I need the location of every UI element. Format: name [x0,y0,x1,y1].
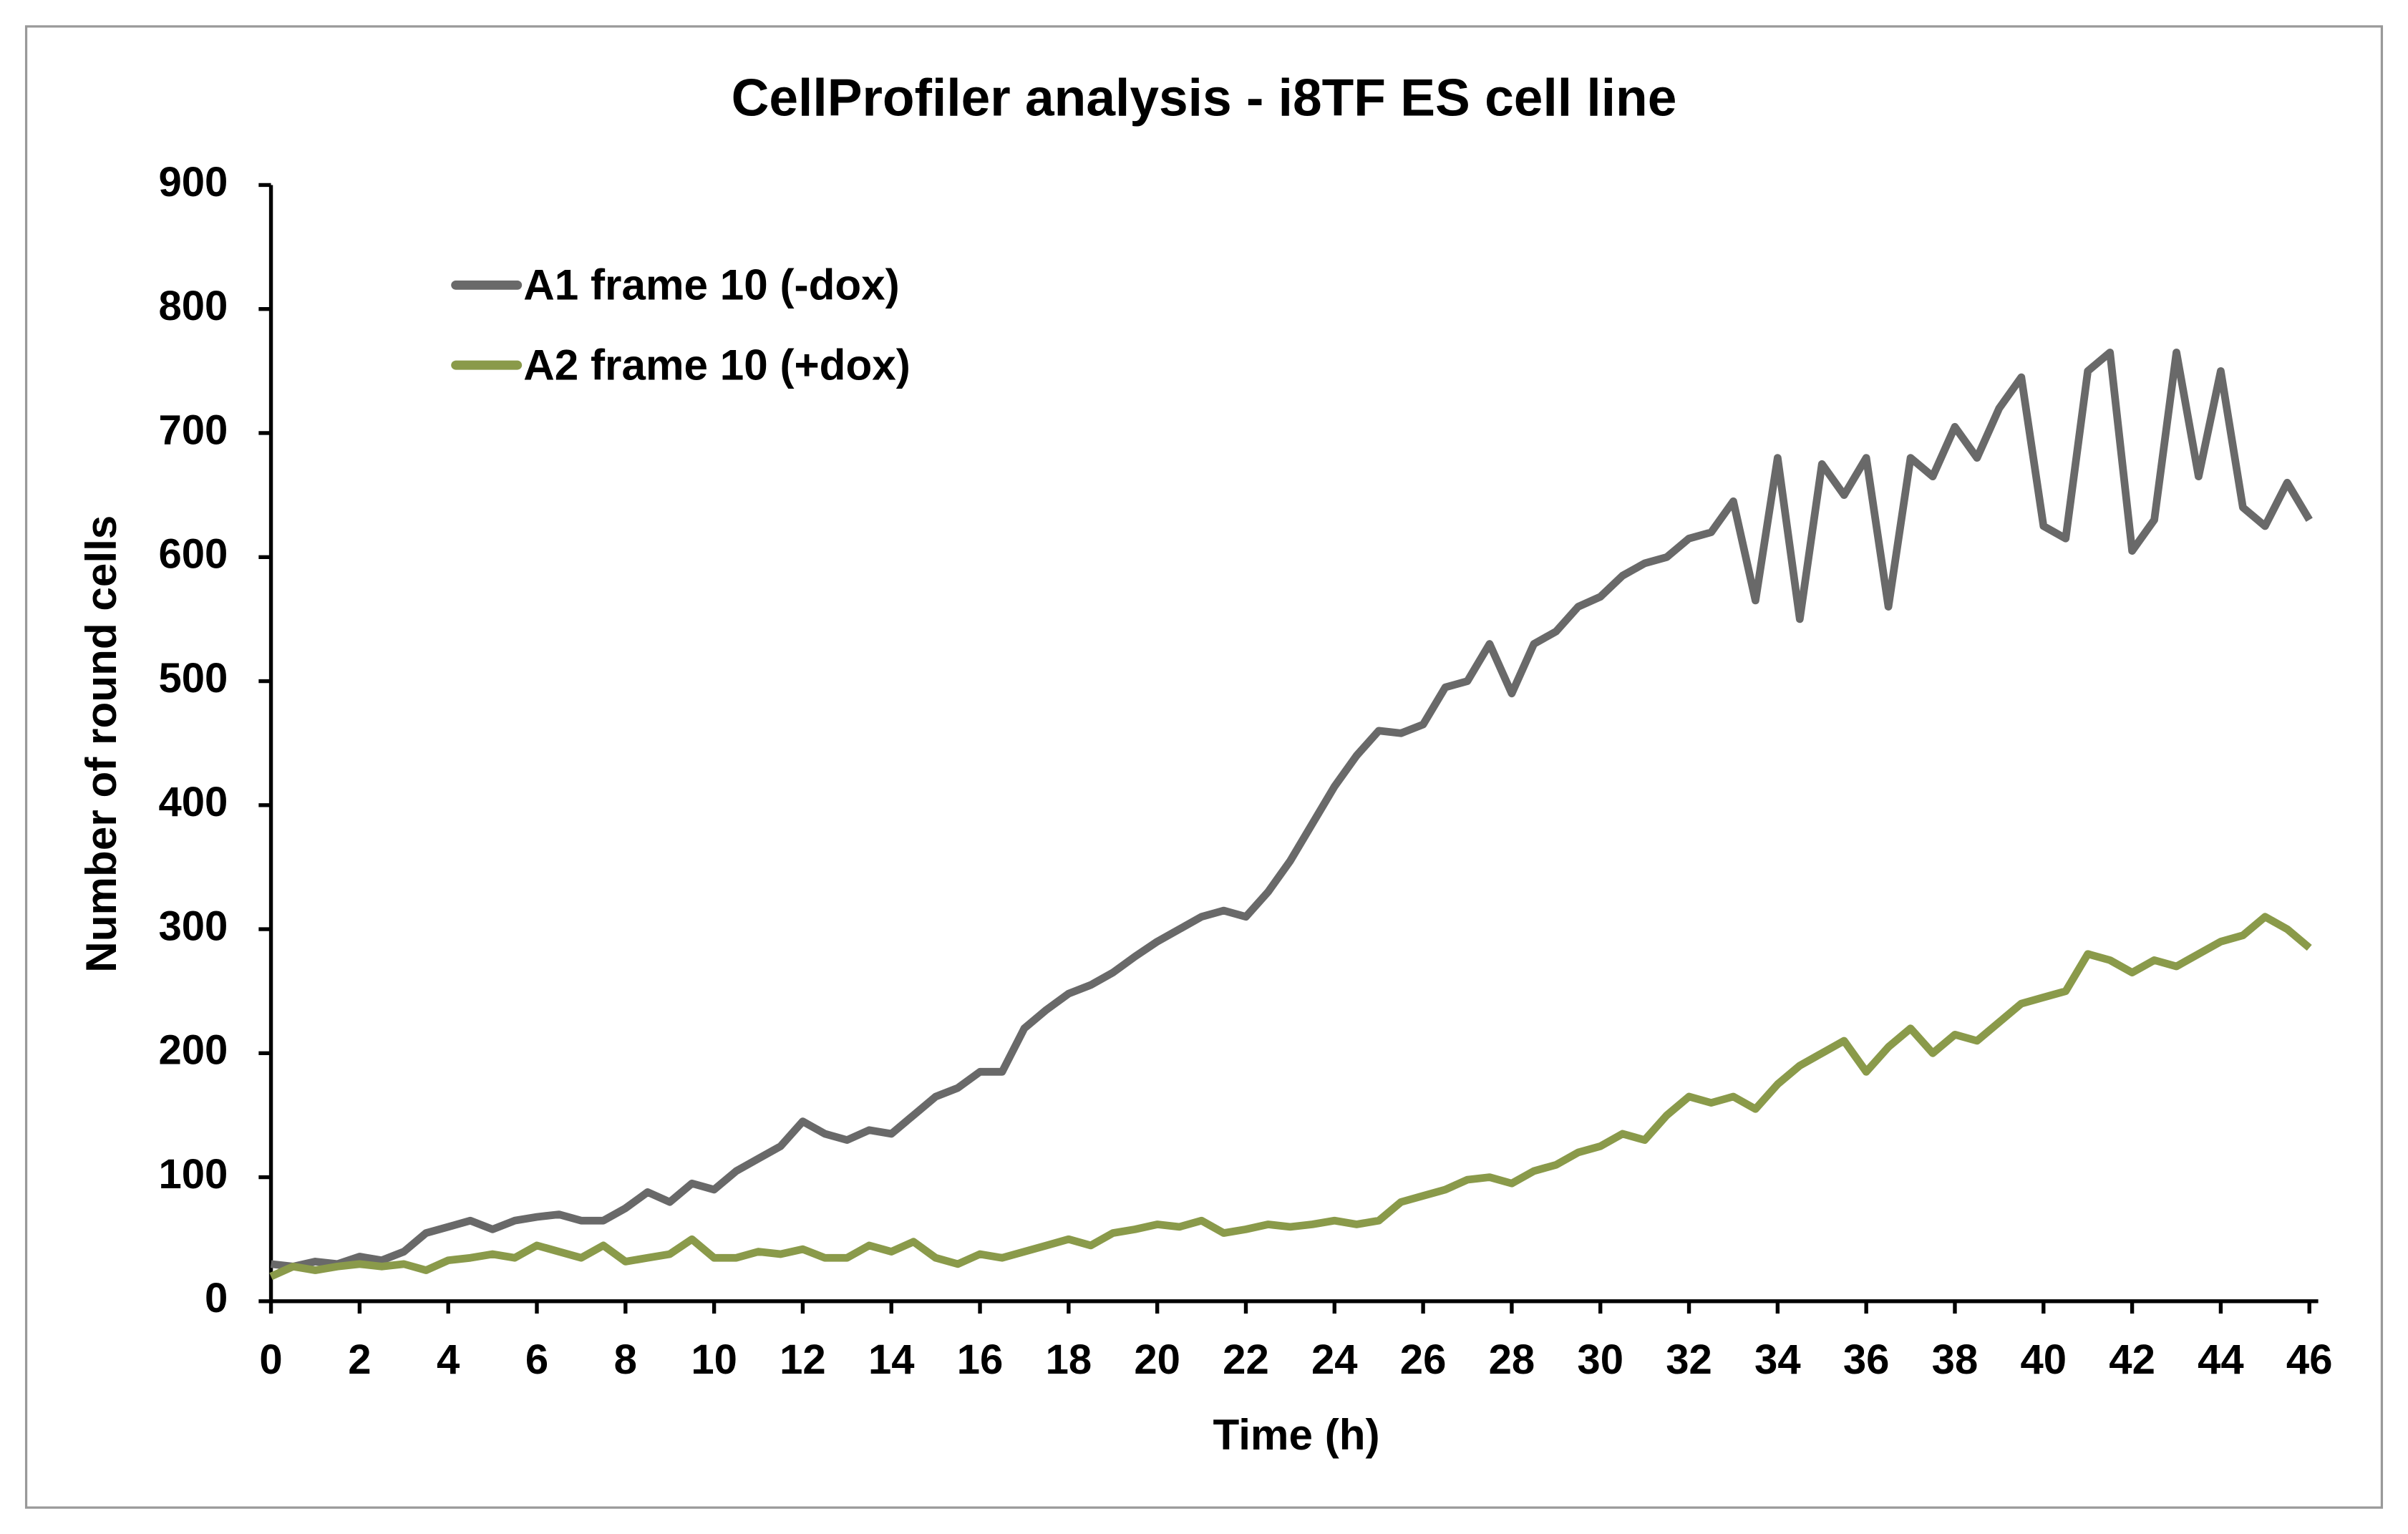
x-tick-label: 2 [348,1336,371,1383]
x-tick-label: 6 [525,1336,548,1383]
x-tick-label: 10 [691,1336,737,1383]
x-tick-label: 40 [2020,1336,2067,1383]
y-axis-label: Number of round cells [77,515,125,973]
y-tick-label: 700 [158,407,228,453]
x-tick-label: 4 [437,1336,460,1383]
series-line [269,913,2312,1281]
legend-label: A1 frame 10 (-dox) [523,260,899,309]
x-tick-label: 8 [614,1336,637,1383]
y-tick-label: 100 [158,1151,228,1198]
x-tick-label: 46 [2286,1336,2333,1383]
y-tick-label: 0 [205,1275,228,1321]
x-tick-label: 44 [2198,1336,2244,1383]
x-axis-label: Time (h) [1213,1410,1380,1459]
y-tick-label: 500 [158,655,228,702]
y-tick-label: 600 [158,531,228,578]
x-tick-label: 28 [1489,1336,1535,1383]
y-tick-label: 800 [158,283,228,329]
x-tick-label: 36 [1843,1336,1890,1383]
x-tick-label: 18 [1046,1336,1092,1383]
x-tick-label: 22 [1223,1336,1269,1383]
x-tick-label: 32 [1666,1336,1712,1383]
y-tick-label: 900 [158,159,228,205]
x-tick-label: 0 [259,1336,282,1383]
chart-title: CellProfiler analysis - i8TF ES cell lin… [732,69,1677,127]
x-tick-label: 20 [1134,1336,1180,1383]
x-tick-label: 42 [2109,1336,2155,1383]
x-tick-label: 12 [780,1336,826,1383]
x-tick-label: 24 [1311,1336,1358,1383]
x-tick-label: 34 [1754,1336,1801,1383]
series-line [270,348,2313,1271]
y-tick-label: 300 [158,903,228,949]
x-tick-label: 16 [957,1336,1004,1383]
x-tick-label: 26 [1400,1336,1447,1383]
x-tick-label: 30 [1577,1336,1623,1383]
y-tick-label: 400 [158,779,228,825]
legend-label: A2 frame 10 (+dox) [523,340,911,389]
x-tick-label: 14 [868,1336,915,1383]
y-tick-label: 200 [158,1027,228,1074]
x-tick-label: 38 [1932,1336,1979,1383]
chart-frame [24,25,2384,1509]
